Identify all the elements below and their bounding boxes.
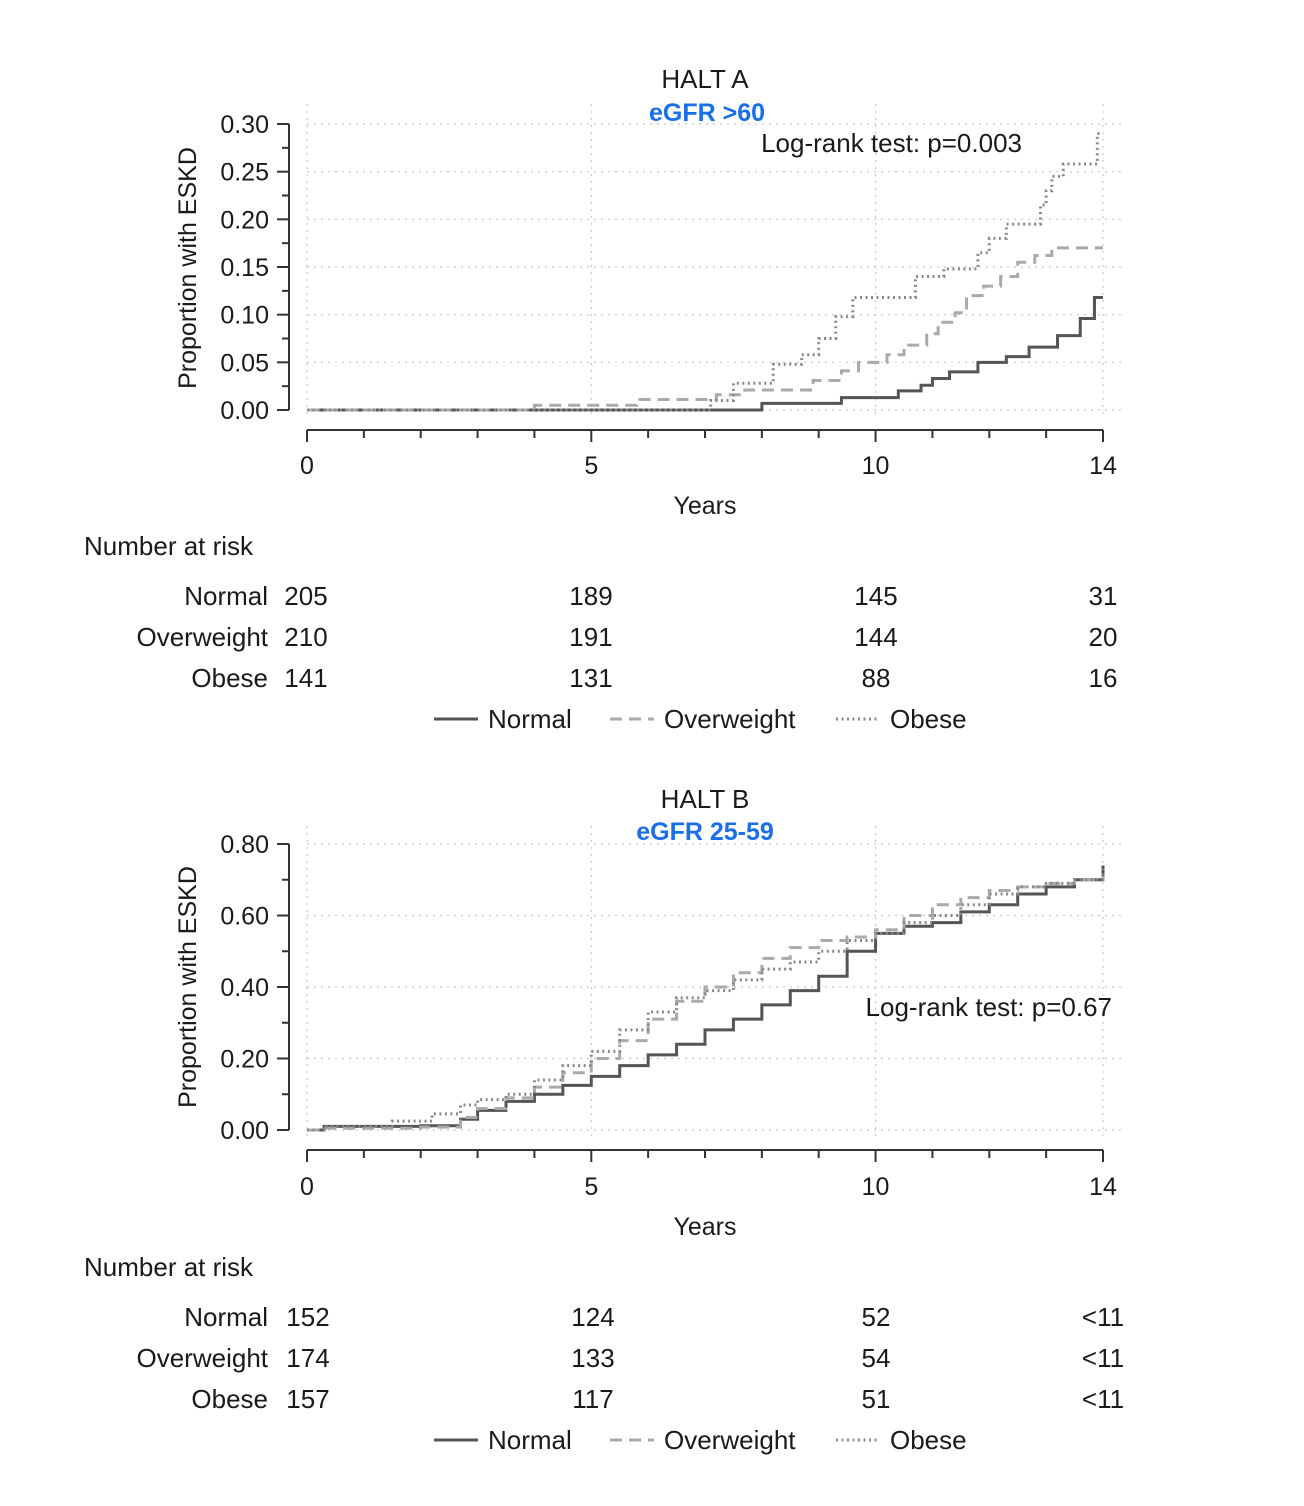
risk-cell: <11: [1082, 1302, 1124, 1332]
x-tick-label: 14: [1089, 452, 1117, 480]
risk-cell: 31: [1089, 581, 1118, 611]
risk-cell: 16: [1089, 663, 1118, 693]
risk-cell: 131: [569, 663, 612, 693]
risk-cell: 124: [571, 1302, 614, 1332]
log-rank-annotation: Log-rank test: p=0.003: [761, 128, 1022, 158]
risk-cell: 205: [284, 581, 327, 611]
risk-cell: 145: [854, 581, 897, 611]
y-tick-label: 0.25: [220, 159, 269, 187]
series-lines: [307, 132, 1103, 412]
risk-table: Number at risk Normal 152 124 52 <11 Overweig…: [84, 1252, 1124, 1414]
risk-cell: 191: [569, 622, 612, 652]
series-line-normal: [307, 296, 1103, 412]
risk-table-heading: Number at risk: [84, 531, 254, 561]
risk-row-label: Obese: [191, 663, 268, 693]
series-line-obese: [307, 132, 1103, 412]
legend-label-overweight: Overweight: [664, 1425, 796, 1455]
legend-label-obese: Obese: [890, 1425, 967, 1455]
x-tick-label: 0: [300, 452, 314, 480]
series-line-overweight: [307, 876, 1105, 1132]
risk-cell: 133: [571, 1343, 614, 1373]
panel-halt-b: HALT B eGFR 25-59 0.00 0.20 0.40 0.60 0.80 0 5…: [84, 784, 1124, 1455]
y-tick-label: 0.05: [220, 349, 269, 377]
x-tick-label: 0: [300, 1173, 314, 1201]
risk-table-heading: Number at risk: [84, 1252, 254, 1282]
risk-cell: 189: [569, 581, 612, 611]
risk-cell: 144: [854, 622, 897, 652]
legend-label-obese: Obese: [890, 704, 967, 734]
risk-cell: 174: [286, 1343, 329, 1373]
x-tick-label: 14: [1089, 1173, 1117, 1201]
x-axis-label: Years: [673, 1213, 736, 1241]
log-rank-annotation: Log-rank test: p=0.67: [866, 992, 1112, 1022]
y-tick-label: 0.20: [220, 1046, 269, 1074]
risk-cell: 52: [862, 1302, 891, 1332]
risk-cell: 157: [286, 1384, 329, 1414]
risk-row-label: Normal: [184, 581, 268, 611]
x-tick-label: 5: [584, 452, 598, 480]
y-tick-label: 0.00: [220, 397, 269, 425]
risk-cell: 20: [1089, 622, 1118, 652]
x-tick-label: 10: [862, 452, 890, 480]
chart-title: HALT A: [661, 64, 749, 94]
grid: [306, 826, 1122, 1136]
risk-cell: 88: [862, 663, 891, 693]
risk-cell: 54: [862, 1343, 891, 1373]
chart-subtitle: eGFR 25-59: [636, 818, 774, 846]
legend: Normal Overweight Obese: [434, 1425, 967, 1455]
legend-label-normal: Normal: [488, 704, 572, 734]
y-tick-label: 0.40: [220, 974, 269, 1002]
panel-halt-a: HALT A eGFR >60 0.00 0.05 0.10 0.15 0.20 0.25…: [84, 64, 1122, 734]
series-lines: [307, 865, 1105, 1132]
y-tick-label: 0.80: [220, 831, 269, 859]
chart-title: HALT B: [661, 784, 750, 814]
legend-label-overweight: Overweight: [664, 704, 796, 734]
axes: 0.00 0.05 0.10 0.15 0.20 0.25 0.30 0 5 10 14: [220, 111, 1117, 480]
risk-cell: 141: [284, 663, 327, 693]
risk-cell: <11: [1082, 1343, 1124, 1373]
series-line-obese: [307, 869, 1105, 1132]
x-tick-label: 10: [862, 1173, 890, 1201]
axes: 0.00 0.20 0.40 0.60 0.80 0 5 10 14: [220, 831, 1117, 1201]
y-tick-label: 0.15: [220, 254, 269, 282]
series-line-normal: [307, 865, 1105, 1132]
risk-cell: <11: [1082, 1384, 1124, 1414]
y-tick-label: 0.60: [220, 903, 269, 931]
risk-table: Number at risk Normal 205 189 145 31 Overweig…: [84, 531, 1117, 693]
risk-row-label: Overweight: [137, 622, 269, 652]
y-tick-label: 0.20: [220, 206, 269, 234]
risk-cell: 152: [286, 1302, 329, 1332]
risk-cell: 51: [862, 1384, 891, 1414]
risk-row-label: Obese: [191, 1384, 268, 1414]
y-tick-label: 0.00: [220, 1117, 269, 1145]
risk-cell: 117: [572, 1384, 613, 1414]
risk-row-label: Normal: [184, 1302, 268, 1332]
series-line-overweight: [307, 246, 1103, 412]
y-tick-label: 0.30: [220, 111, 269, 139]
y-axis-label: Proportion with ESKD: [174, 866, 202, 1108]
y-tick-label: 0.10: [220, 302, 269, 330]
risk-row-label: Overweight: [137, 1343, 269, 1373]
legend-label-normal: Normal: [488, 1425, 572, 1455]
legend: Normal Overweight Obese: [434, 704, 967, 734]
x-tick-label: 5: [584, 1173, 598, 1201]
risk-cell: 210: [284, 622, 327, 652]
x-axis-label: Years: [673, 492, 736, 520]
y-axis-label: Proportion with ESKD: [174, 147, 202, 389]
chart-subtitle: eGFR >60: [649, 99, 765, 127]
